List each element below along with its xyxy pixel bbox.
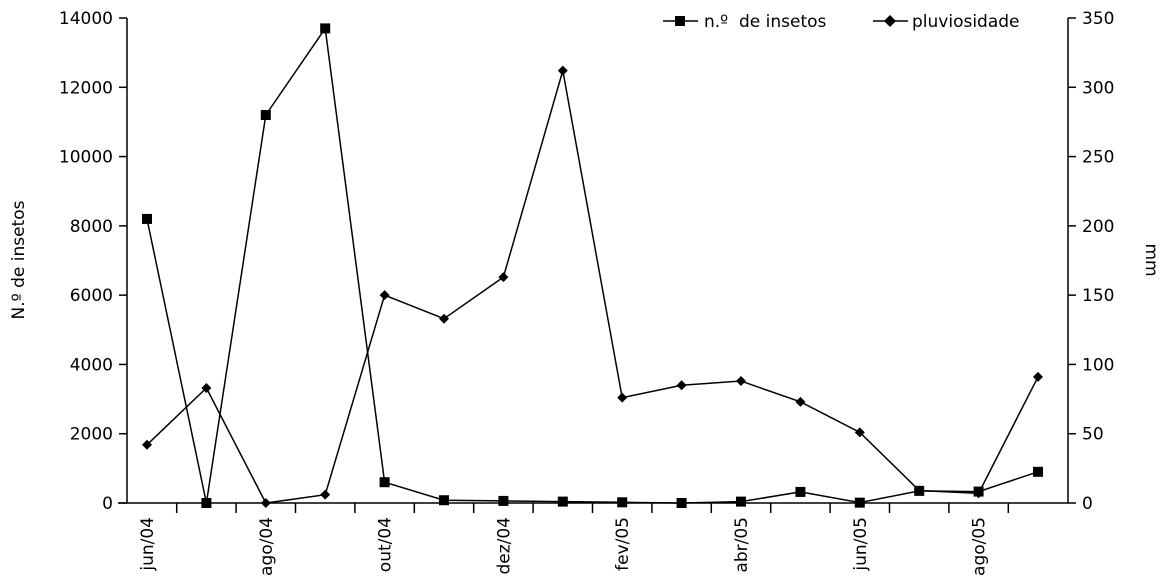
data-point-pluviosidade: [201, 382, 212, 393]
data-point-pluviosidade: [914, 485, 925, 496]
x-tick-label: abr/05: [732, 517, 752, 573]
data-point-pluviosidade: [854, 427, 865, 438]
series-line-insetos: [146, 26, 1039, 504]
right-axis-title: mm: [1141, 243, 1161, 276]
right-tick-label: 0: [1082, 494, 1093, 514]
right-tick-label: 200: [1082, 217, 1114, 237]
data-point-insetos: [439, 495, 449, 506]
data-point-pluviosidade: [260, 498, 271, 508]
right-tick-label: 250: [1082, 148, 1114, 168]
data-point-insetos: [498, 495, 509, 506]
legend-diamond-marker: [884, 15, 896, 27]
left-tick-label: 8000: [70, 217, 113, 237]
legend-label-pluviosidade: pluviosidade: [912, 12, 1020, 32]
left-tick-label: 2000: [70, 425, 113, 445]
x-tick-label: fev/05: [613, 517, 633, 571]
right-tick-label: 100: [1082, 355, 1114, 375]
left-tick-label: 14000: [59, 9, 113, 29]
data-point-insetos: [736, 496, 746, 507]
legend-item-pluviosidade: pluviosidade: [873, 12, 1020, 32]
data-point-pluviosidade: [557, 65, 568, 76]
data-point-pluviosidade: [439, 313, 449, 324]
right-tick-label: 300: [1082, 78, 1114, 98]
series-line-pluviosidade: [146, 70, 1039, 504]
data-point-insetos: [854, 497, 865, 508]
left-tick-label: 6000: [70, 286, 113, 306]
x-tick-label: ago/05: [970, 517, 990, 576]
x-axis-ticks: jun/04 ago/04 out/04 dez/04 fev/05 abr/05 jun/…: [138, 503, 1010, 576]
x-tick-label: out/04: [376, 517, 396, 572]
data-point-insetos: [676, 498, 687, 508]
data-point-pluviosidade: [617, 392, 628, 403]
right-tick-label: 50: [1082, 425, 1104, 445]
x-tick-label: jun/04: [138, 517, 158, 572]
x-tick-label: dez/04: [494, 517, 514, 575]
data-point-pluviosidade: [379, 290, 390, 301]
left-y-ticks: 0 2000 4000 6000 8000 10000 12000 14000: [59, 9, 127, 514]
right-tick-label: 350: [1082, 9, 1114, 29]
data-point-pluviosidade: [736, 376, 746, 387]
axes: [118, 18, 1069, 504]
left-axis-title: N.º de insetos: [9, 200, 29, 319]
right-tick-label: 150: [1082, 286, 1114, 306]
legend-label-insetos: n.º de insetos: [704, 12, 827, 32]
data-point-insetos: [320, 23, 331, 34]
legend: n.º de insetos pluviosidade: [663, 12, 1020, 32]
right-y-ticks: 0 50 100 150 200 250 300 350: [1068, 9, 1114, 514]
legend-item-insetos: n.º de insetos: [663, 12, 827, 32]
data-point-pluviosidade: [498, 272, 509, 283]
data-point-insetos: [1033, 466, 1043, 477]
data-point-pluviosidade: [320, 489, 331, 500]
data-point-insetos: [260, 110, 271, 120]
left-tick-label: 12000: [59, 78, 113, 98]
data-point-pluviosidade: [973, 488, 984, 499]
left-tick-label: 0: [102, 494, 113, 514]
data-point-insetos: [201, 498, 212, 508]
legend-square-marker: [675, 16, 685, 26]
x-tick-label: jun/05: [851, 517, 871, 572]
data-point-pluviosidade: [795, 396, 806, 407]
left-tick-label: 4000: [70, 355, 113, 375]
data-point-insetos: [557, 496, 568, 507]
data-point-pluviosidade: [676, 380, 687, 391]
x-tick-label: ago/04: [257, 517, 277, 576]
left-tick-label: 10000: [59, 148, 113, 168]
series-layer: [142, 23, 1043, 508]
data-point-pluviosidade: [1033, 371, 1043, 382]
data-point-insetos: [379, 477, 390, 488]
data-point-insetos: [795, 486, 806, 497]
data-point-pluviosidade: [142, 439, 152, 450]
data-point-insetos: [142, 213, 152, 224]
data-point-insetos: [617, 497, 628, 508]
